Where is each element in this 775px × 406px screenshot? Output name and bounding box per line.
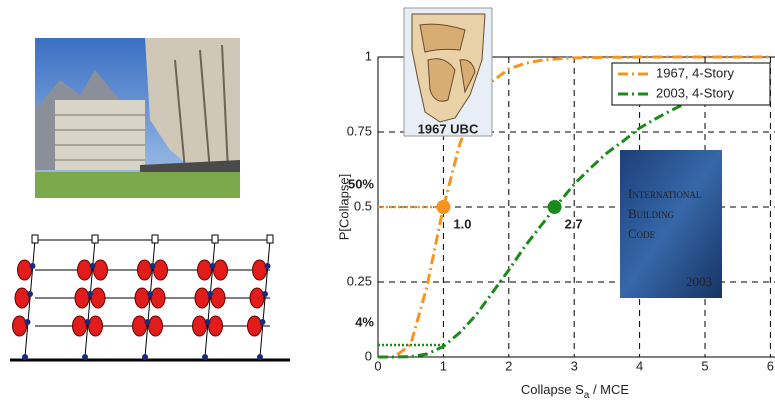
hinge xyxy=(18,260,32,280)
node xyxy=(85,319,91,325)
node xyxy=(30,263,36,269)
ubc-map: 1967 UBC xyxy=(404,8,492,136)
roof-node xyxy=(92,235,98,243)
node xyxy=(210,263,216,269)
node xyxy=(90,263,96,269)
hinge xyxy=(209,316,223,336)
node xyxy=(150,263,156,269)
hinge xyxy=(193,316,207,336)
hinge xyxy=(154,260,168,280)
x-axis-label: Collapse Sa / MCE xyxy=(521,382,629,400)
x-tick-label: 6 xyxy=(767,358,774,373)
hinge xyxy=(94,260,108,280)
frame-diagram xyxy=(10,235,290,360)
hinge xyxy=(78,260,92,280)
map-caption: 1967 UBC xyxy=(418,121,479,136)
hinge xyxy=(73,316,87,336)
node xyxy=(260,319,266,325)
marker xyxy=(548,200,562,214)
y-tick-label: 0.5 xyxy=(354,198,372,213)
base-node xyxy=(22,354,28,360)
hinge xyxy=(135,288,149,308)
node xyxy=(265,263,271,269)
x-axis-label-main: Collapse S xyxy=(521,382,584,397)
roof-node xyxy=(152,235,158,243)
x-axis-label-rest: / MCE xyxy=(589,382,629,397)
hinge xyxy=(211,288,225,308)
ibc-book: International Building Code 2003 xyxy=(620,150,722,298)
hinge xyxy=(198,260,212,280)
book-year: 2003 xyxy=(686,274,712,289)
node xyxy=(207,291,213,297)
marker xyxy=(436,200,450,214)
node xyxy=(87,291,93,297)
node xyxy=(145,319,151,325)
y-tick-label: 0 xyxy=(365,348,372,363)
base-node xyxy=(257,354,263,360)
hinge xyxy=(13,316,27,336)
hinge xyxy=(214,260,228,280)
node xyxy=(27,291,33,297)
level-label: 50% xyxy=(348,176,374,191)
x-tick-label: 0 xyxy=(374,358,381,373)
hinge xyxy=(248,316,262,336)
hinge xyxy=(253,260,267,280)
building-photo xyxy=(35,38,240,198)
hinge xyxy=(151,288,165,308)
figure: P[Collapse] Collapse Sa / MCE 1967 UBC I… xyxy=(0,0,775,406)
base-node xyxy=(142,354,148,360)
y-tick-label: 1 xyxy=(365,48,372,63)
hinge xyxy=(138,260,152,280)
hinge xyxy=(75,288,89,308)
roof-node xyxy=(267,235,273,243)
x-tick-label: 5 xyxy=(701,358,708,373)
hinge xyxy=(89,316,103,336)
node xyxy=(147,291,153,297)
node xyxy=(205,319,211,325)
book-title-line: Code xyxy=(628,226,656,241)
base-node xyxy=(82,354,88,360)
marker-label: 1.0 xyxy=(453,216,471,231)
y-tick-label: 0.25 xyxy=(347,273,372,288)
node xyxy=(25,319,31,325)
hinge xyxy=(195,288,209,308)
x-tick-label: 4 xyxy=(636,358,643,373)
hinge xyxy=(133,316,147,336)
legend-label: 2003, 4-Story xyxy=(656,85,735,100)
roof-node xyxy=(32,235,38,243)
node xyxy=(262,291,268,297)
base-node xyxy=(202,354,208,360)
marker-label: 2.7 xyxy=(565,216,583,231)
x-tick-label: 3 xyxy=(571,358,578,373)
hinge xyxy=(250,288,264,308)
legend-label: 1967, 4-Story xyxy=(656,65,735,80)
x-tick-label: 2 xyxy=(505,358,512,373)
page: {"chart_data": {"type": "line", "ylabel"… xyxy=(0,0,775,406)
book-title-line: Building xyxy=(628,206,675,221)
hinge xyxy=(15,288,29,308)
y-tick-label: 0.75 xyxy=(347,123,372,138)
book-title-line: International xyxy=(628,186,701,201)
x-tick-label: 1 xyxy=(440,358,447,373)
level-label: 4% xyxy=(355,314,374,329)
hinge xyxy=(91,288,105,308)
hinge xyxy=(149,316,163,336)
roof-node xyxy=(212,235,218,243)
